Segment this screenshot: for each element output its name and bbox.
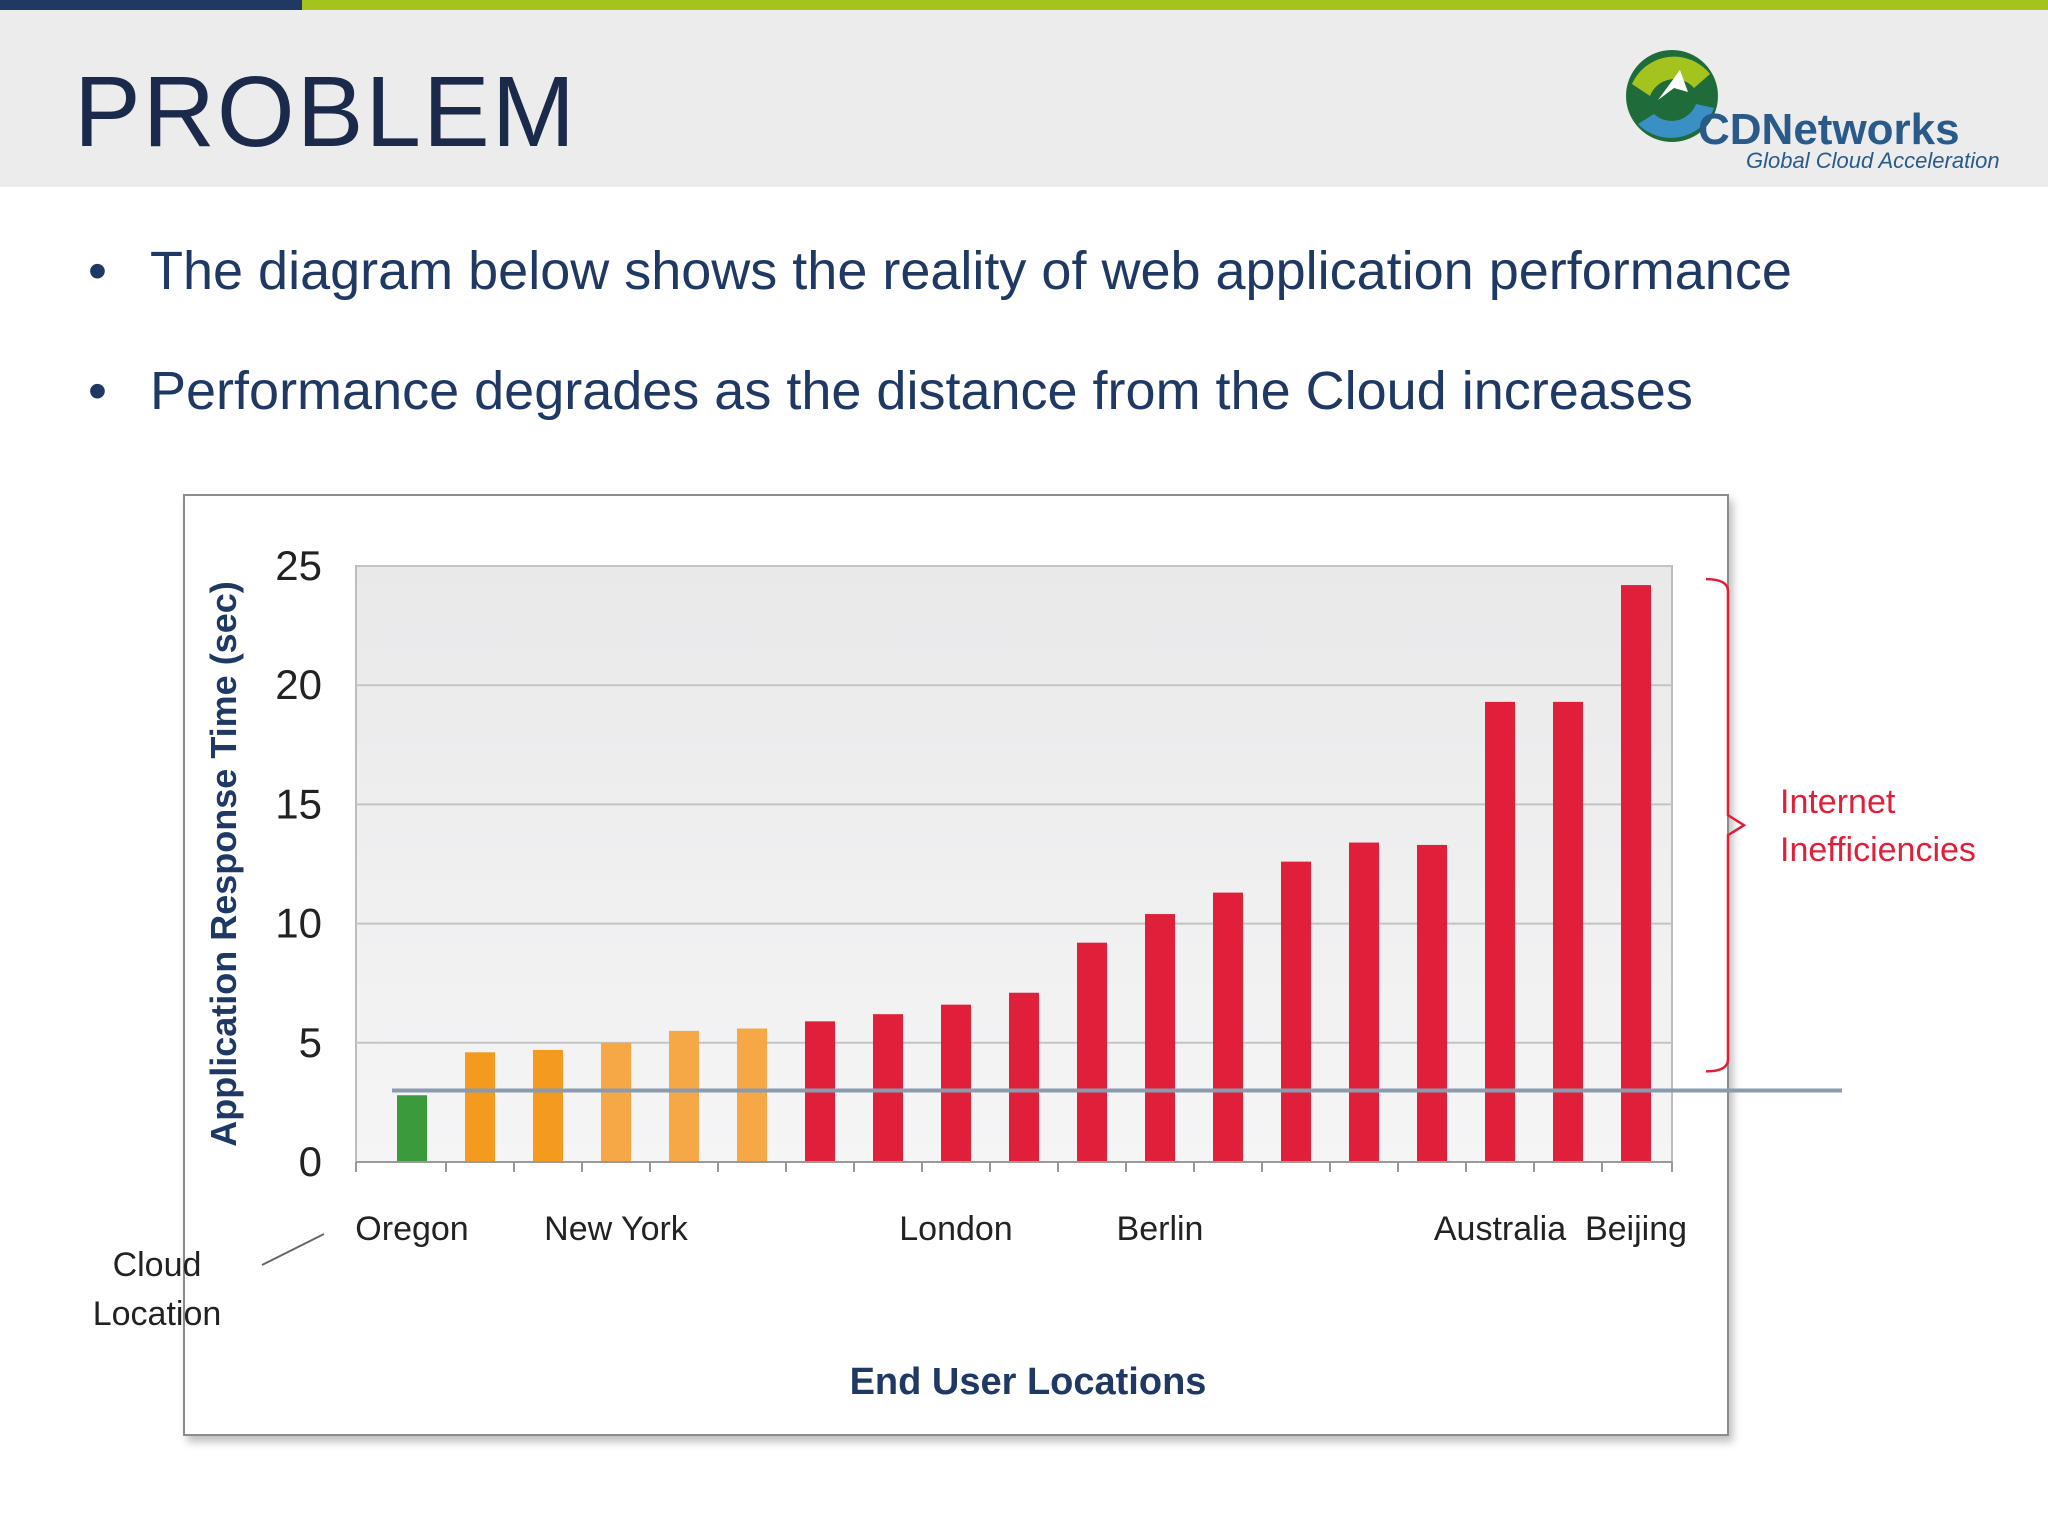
- x-tick-marks: [355, 1161, 1673, 1172]
- x-category-labels: Oregon New York London Berlin Australia Beiji…: [355, 1210, 1687, 1248]
- bracket-label: Internet: [1780, 783, 1896, 821]
- x-category-label: Beijing: [1585, 1210, 1687, 1248]
- globe-arrow-icon: [1626, 50, 1718, 142]
- bar: [465, 1052, 495, 1162]
- cloud-location-label: Location: [93, 1295, 222, 1333]
- bar: [1621, 585, 1651, 1162]
- y-tick-label: 25: [275, 542, 322, 589]
- bar: [1281, 861, 1311, 1162]
- logo-wordmark: CDNetworks: [1698, 105, 1960, 154]
- bar: [737, 1028, 767, 1162]
- bar: [601, 1042, 631, 1162]
- bracket-label: Inefficiencies: [1780, 831, 1976, 869]
- bar: [1417, 844, 1447, 1162]
- bar: [1349, 842, 1379, 1162]
- bullet-text: The diagram below shows the reality of w…: [150, 241, 1792, 301]
- y-tick-label: 5: [299, 1019, 322, 1066]
- bullet-dot: •: [88, 361, 107, 421]
- bullet-dot: •: [88, 241, 107, 301]
- x-category-label: London: [899, 1210, 1012, 1248]
- top-accent-bar-navy: [0, 0, 302, 10]
- y-tick-label: 15: [275, 780, 322, 827]
- bar: [1009, 992, 1039, 1162]
- y-tick-label: 0: [299, 1138, 322, 1185]
- top-accent-bar-green: [302, 0, 2048, 10]
- cloud-location-pointer: [261, 1233, 325, 1266]
- bullet-text: Performance degrades as the distance fro…: [150, 361, 1693, 421]
- x-category-label: Berlin: [1117, 1210, 1204, 1248]
- bullet-item: • Performance degrades as the distance fr…: [88, 364, 1693, 418]
- bar: [669, 1030, 699, 1162]
- bar: [1485, 701, 1515, 1162]
- y-tick-labels: 0 5 10 15 20 25: [275, 542, 322, 1185]
- cloud-location-label: Cloud: [113, 1246, 202, 1284]
- y-axis-title: Application Response Time (sec): [203, 581, 244, 1146]
- x-category-label: Australia: [1434, 1210, 1566, 1248]
- bar: [941, 1004, 971, 1162]
- bar: [397, 1095, 427, 1162]
- x-category-label: Oregon: [355, 1210, 468, 1248]
- logo-tagline: Global Cloud Acceleration: [1746, 148, 2000, 173]
- x-axis-title: End User Locations: [850, 1361, 1207, 1403]
- y-tick-label: 10: [275, 900, 322, 947]
- cdnetworks-logo: CDNetworks Global Cloud Acceleration: [1626, 50, 2000, 173]
- bar: [1145, 914, 1175, 1162]
- bar: [1553, 701, 1583, 1162]
- inefficiency-bracket: [1705, 577, 1747, 1073]
- bars: [397, 585, 1651, 1162]
- slide-title: PROBLEM: [74, 56, 578, 168]
- y-tick-label: 20: [275, 661, 322, 708]
- x-category-label: New York: [544, 1210, 689, 1248]
- bar: [533, 1049, 563, 1162]
- bullet-item: • The diagram below shows the reality of …: [88, 244, 1792, 298]
- bar: [1213, 892, 1243, 1162]
- bar: [1077, 942, 1107, 1162]
- bar: [873, 1014, 903, 1162]
